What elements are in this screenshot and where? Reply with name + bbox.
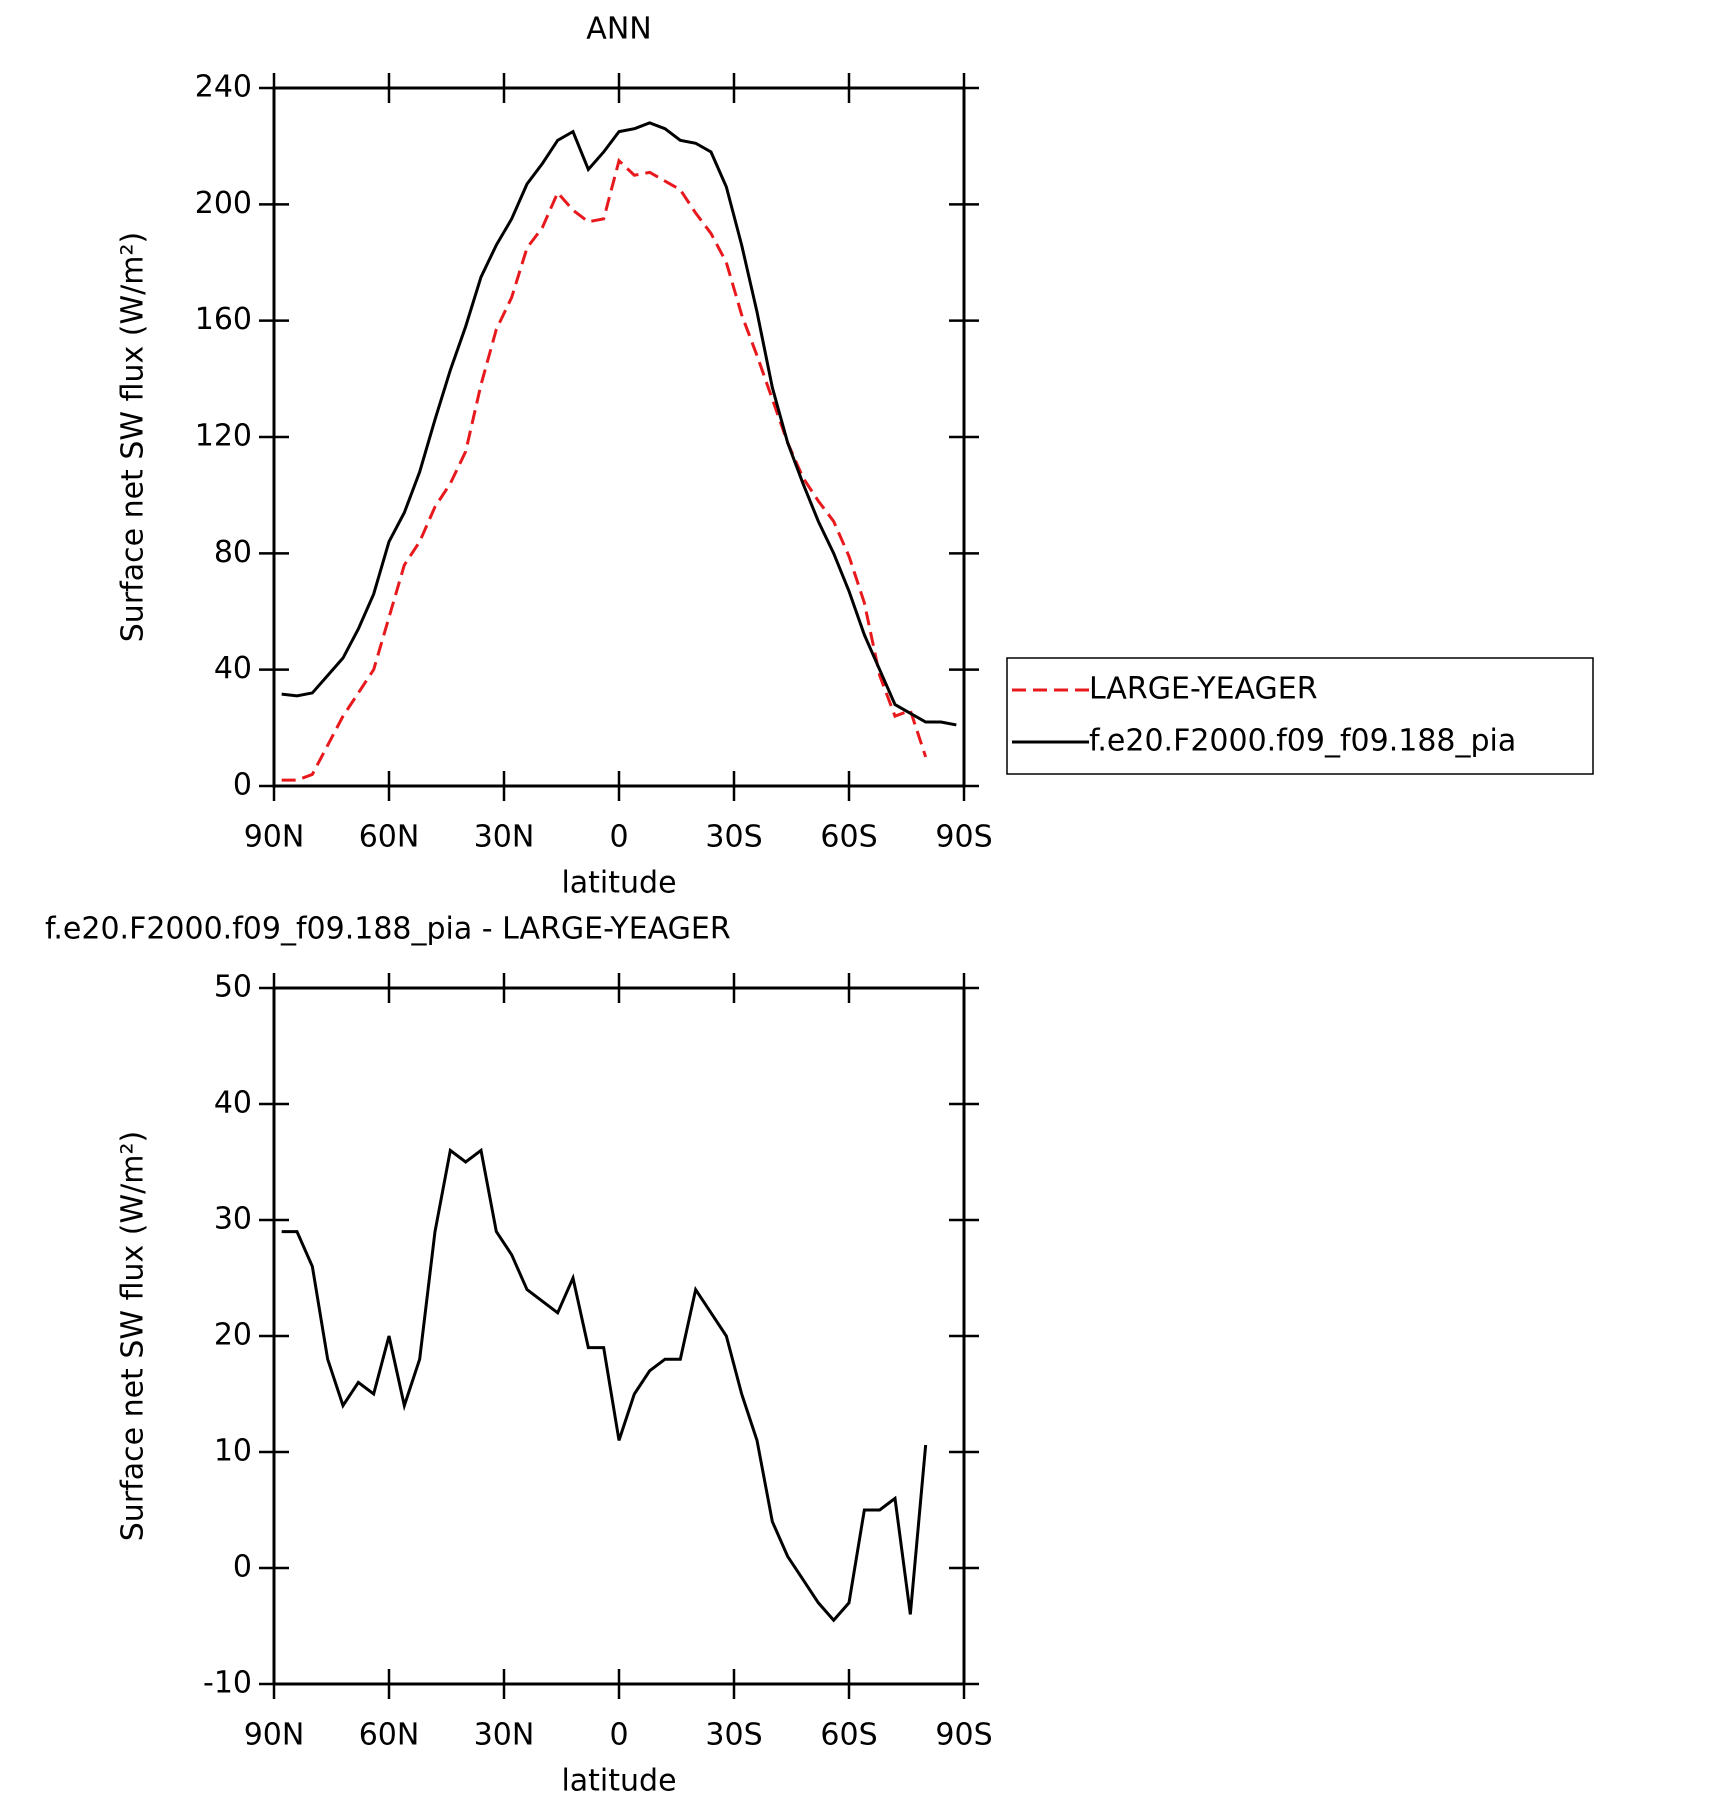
data-line — [281, 1147, 928, 1623]
y-tick-label: 240 — [195, 70, 252, 105]
legend-label: LARGE-YEAGER — [1089, 672, 1318, 707]
x-tick-label: 30N — [474, 820, 535, 855]
chart-title: ANN — [586, 12, 651, 47]
x-tick-label: 60S — [820, 1718, 877, 1753]
y-axis-label: Surface net SW flux (W/m²) — [116, 1131, 151, 1541]
plot-frame — [272, 986, 966, 1686]
x-tick-label: 90S — [935, 820, 992, 855]
x-tick-label: 60N — [359, 1718, 420, 1753]
x-tick-label: 60N — [359, 820, 420, 855]
x-tick-label: 30S — [705, 820, 762, 855]
y-tick-label: 0 — [233, 768, 252, 803]
y-tick-label: 10 — [214, 1434, 252, 1469]
y-tick-label: 80 — [214, 535, 252, 570]
x-axis-label: latitude — [561, 866, 676, 901]
y-tick-label: 20 — [214, 1318, 252, 1353]
plot-frame — [272, 86, 966, 788]
y-tick-label: -10 — [203, 1666, 252, 1701]
x-axis-label: latitude — [561, 1764, 676, 1799]
x-tick-label: 30N — [474, 1718, 535, 1753]
x-tick-label: 60S — [820, 820, 877, 855]
y-tick-label: 200 — [195, 186, 252, 221]
data-line — [281, 157, 928, 782]
legend-label: f.e20.F2000.f09_f09.188_pia — [1089, 724, 1516, 759]
y-tick-label: 0 — [233, 1550, 252, 1585]
y-tick-label: 40 — [214, 1086, 252, 1121]
chart-title: f.e20.F2000.f09_f09.188_pia - LARGE-YEAG… — [45, 912, 731, 947]
y-axis-label: Surface net SW flux (W/m²) — [116, 232, 151, 642]
x-tick-label: 90S — [935, 1718, 992, 1753]
y-tick-label: 30 — [214, 1202, 252, 1237]
y-tick-label: 160 — [195, 302, 252, 337]
y-tick-label: 50 — [214, 970, 252, 1005]
x-tick-label: 90N — [244, 1718, 305, 1753]
legend-box — [1006, 657, 1594, 775]
data-line — [281, 121, 957, 727]
y-tick-label: 40 — [214, 651, 252, 686]
y-tick-label: 120 — [195, 419, 252, 454]
x-tick-label: 0 — [609, 1718, 628, 1753]
x-tick-label: 90N — [244, 820, 305, 855]
x-tick-label: 30S — [705, 1718, 762, 1753]
x-tick-label: 0 — [609, 820, 628, 855]
